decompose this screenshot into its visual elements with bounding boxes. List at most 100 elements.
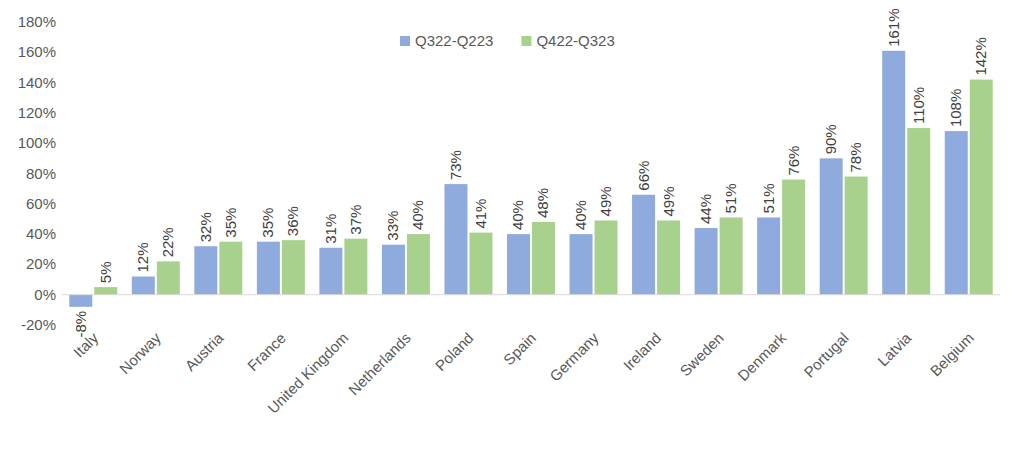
chart: -20%0%20%40%60%80%100%120%140%160%180%-8… <box>0 0 1024 454</box>
data-label: 142% <box>972 37 989 75</box>
data-label: 44% <box>697 194 714 224</box>
data-label: 33% <box>384 211 401 241</box>
legend-swatch <box>400 36 410 46</box>
y-axis: -20% 0% 20% 40% 60% 80% 100% 120% 140% 160% 180% <box>18 13 62 333</box>
data-label: 37% <box>347 205 364 235</box>
x-tick-label: Denmark <box>734 329 789 384</box>
data-label: 51% <box>760 183 777 213</box>
bar <box>757 217 780 294</box>
x-tick-label: Belgium <box>927 329 977 379</box>
bar <box>407 234 430 295</box>
bar <box>782 180 805 295</box>
bar <box>970 80 993 295</box>
bar <box>194 246 217 294</box>
bar <box>907 128 930 295</box>
data-label: 48% <box>535 188 552 218</box>
y-tick-label: 40% <box>26 225 56 242</box>
y-tick-label: 60% <box>26 195 56 212</box>
y-tick-label: 20% <box>26 255 56 272</box>
bar <box>695 228 718 295</box>
data-label: 49% <box>660 186 677 216</box>
bar <box>444 184 467 295</box>
y-tick <box>58 173 62 174</box>
y-tick-label: 140% <box>18 74 56 91</box>
bar <box>257 242 280 295</box>
x-tick-label: Poland <box>432 329 477 374</box>
x-tick-label: Netherlands <box>345 329 414 398</box>
data-label: 78% <box>847 142 864 172</box>
bar <box>720 217 743 294</box>
y-tick <box>58 143 62 144</box>
bar <box>219 242 242 295</box>
data-label: 32% <box>197 212 214 242</box>
y-tick-label: 160% <box>18 43 56 60</box>
bar <box>845 177 868 295</box>
bar <box>570 234 593 295</box>
bar <box>344 239 367 295</box>
x-tick-label: France <box>244 329 289 374</box>
bar <box>382 245 405 295</box>
data-label: 90% <box>822 124 839 154</box>
data-label: 22% <box>159 227 176 257</box>
bar <box>945 131 968 295</box>
y-tick <box>58 294 62 295</box>
bar <box>632 195 655 295</box>
y-tick-label: 0% <box>34 286 56 303</box>
x-tick-label: Norway <box>116 329 164 377</box>
y-tick <box>58 22 62 23</box>
y-tick <box>58 264 62 265</box>
x-axis-line <box>62 294 1000 295</box>
bar <box>657 220 680 294</box>
bar <box>469 233 492 295</box>
data-label: 76% <box>785 146 802 176</box>
y-tick-label: 180% <box>18 13 56 30</box>
data-label: 40% <box>572 200 589 230</box>
x-axis: ItalyNorwayAustriaFranceUnited KingdomNe… <box>70 329 977 417</box>
legend: Q322-Q223 Q422-Q323 <box>400 32 615 49</box>
data-label: 51% <box>722 183 739 213</box>
y-tick-label: 80% <box>26 165 56 182</box>
x-tick-label: Portugal <box>800 329 852 381</box>
y-tick <box>58 112 62 113</box>
data-label: 35% <box>222 208 239 238</box>
data-labels: -8%12%32%35%31%33%73%40%40%66%44%51%90%1… <box>72 8 989 337</box>
legend-label: Q322-Q223 <box>415 32 493 49</box>
data-label: 5% <box>97 261 114 283</box>
data-label: 36% <box>284 206 301 236</box>
bar <box>282 240 305 295</box>
data-label: 41% <box>472 199 489 229</box>
x-tick-label: Ireland <box>620 329 664 373</box>
bar <box>319 248 342 295</box>
x-tick-label: Sweden <box>676 329 726 379</box>
data-label: 110% <box>910 87 927 124</box>
x-tick-label: Spain <box>500 329 539 368</box>
x-tick-label: United Kingdom <box>264 329 351 416</box>
data-label: 49% <box>597 186 614 216</box>
bar <box>132 277 155 295</box>
data-label: 108% <box>947 89 964 127</box>
x-tick-label: Italy <box>70 329 102 361</box>
x-tick-label: Germany <box>546 329 602 385</box>
x-tick-label: Latvia <box>874 329 915 370</box>
bar <box>94 287 117 295</box>
y-tick <box>58 203 62 204</box>
y-tick-label: -20% <box>21 316 56 333</box>
data-label: 161% <box>885 8 902 46</box>
bar <box>507 234 530 295</box>
bar <box>69 295 92 307</box>
bar <box>532 222 555 295</box>
legend-label: Q422-Q323 <box>536 32 614 49</box>
bar <box>820 158 843 294</box>
y-tick-label: 120% <box>18 104 56 121</box>
data-label: 73% <box>447 150 464 180</box>
data-label: 12% <box>134 242 151 272</box>
legend-swatch <box>521 36 531 46</box>
y-tick <box>58 325 62 326</box>
y-tick-label: 100% <box>18 134 56 151</box>
data-label: 35% <box>259 208 276 238</box>
bar <box>882 51 905 295</box>
y-tick <box>58 234 62 235</box>
y-tick <box>58 52 62 53</box>
data-label: 40% <box>409 200 426 230</box>
data-label: 66% <box>635 161 652 191</box>
